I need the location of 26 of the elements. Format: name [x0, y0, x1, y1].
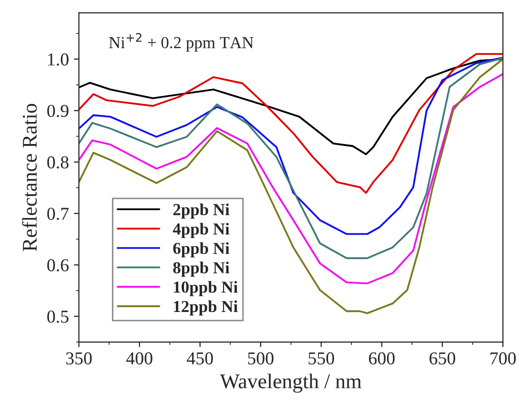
x-tick-label: 350 [66, 352, 92, 364]
x-tick-label: 650 [430, 352, 456, 364]
legend-label: 8ppb Ni [173, 262, 230, 277]
y-tick-label: 0.6 [47, 259, 69, 272]
y-tick-label: 1.0 [48, 53, 68, 66]
legend-label: 4ppb Ni [172, 222, 230, 238]
line-series [78, 58, 503, 314]
line-series [78, 53, 503, 194]
y-tick-label: 0.5 [47, 310, 68, 323]
legend-label: 6ppb Ni [173, 242, 230, 258]
x-tick-label: 400 [126, 352, 152, 364]
x-axis-title: Wavelength / nm [220, 374, 362, 393]
x-tick-label: 500 [248, 352, 274, 364]
x-tick-label: 600 [368, 352, 395, 364]
x-tick-label: 450 [186, 352, 213, 364]
legend-label: 2ppb Ni [173, 204, 230, 219]
y-tick-label: 0.8 [47, 156, 68, 169]
x-tick-label: 700 [490, 352, 516, 364]
legend-label: 10ppb Ni [174, 281, 238, 296]
y-axis-title: Reflectance Ratio [22, 104, 37, 252]
x-tick-label: 550 [308, 352, 334, 364]
annotation: Ni$^{+2}$ + 0.2 ppm TAN [109, 33, 254, 52]
legend-label: 12ppb Ni [174, 300, 238, 316]
y-tick-label: 0.7 [47, 208, 69, 220]
line-series [78, 58, 503, 156]
y-tick-label: 0.9 [47, 104, 68, 118]
